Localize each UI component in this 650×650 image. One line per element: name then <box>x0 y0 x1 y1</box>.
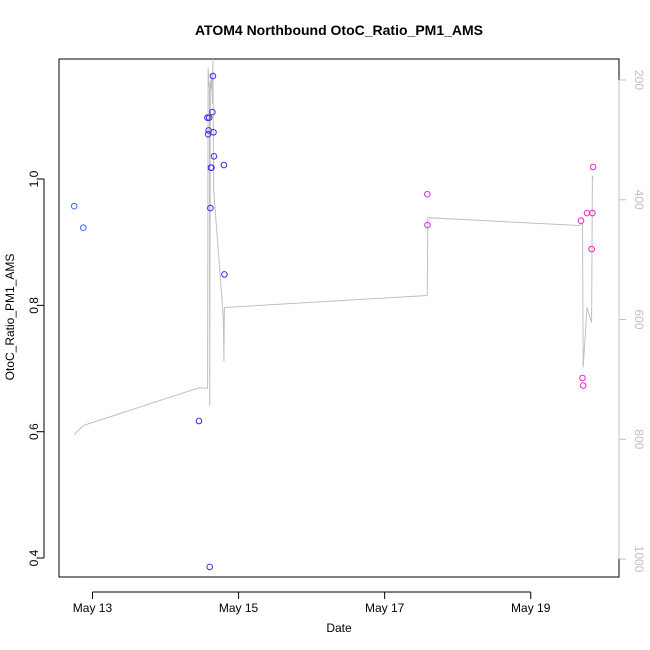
data-point <box>579 382 587 389</box>
data-point <box>205 114 213 121</box>
y-axis-label: OtoC_Ratio_PM1_AMS <box>3 254 17 381</box>
series-line <box>73 58 594 435</box>
y-tick-label: 0.4 <box>27 549 41 566</box>
x-axis-label: Date <box>326 621 352 635</box>
data-point <box>210 153 218 160</box>
data-point <box>589 209 596 217</box>
y-axis: 0.4 0.6 0.8 1.0 <box>27 170 45 566</box>
data-point <box>207 204 214 212</box>
data-point <box>583 209 591 217</box>
x-tick-label: May 15 <box>219 601 259 615</box>
data-point <box>209 72 217 80</box>
data-point <box>221 271 228 278</box>
data-point <box>589 163 597 171</box>
y-tick-label: 1.0 <box>27 170 41 187</box>
x-tick-label: May 19 <box>511 601 551 615</box>
data-point <box>195 417 203 425</box>
data-point <box>577 217 585 224</box>
y-tick-label: 0.8 <box>27 297 41 314</box>
data-point <box>588 245 595 253</box>
data-point <box>206 563 213 571</box>
data-point <box>210 129 217 136</box>
data-point <box>220 161 228 169</box>
data-point <box>70 202 78 210</box>
data-point <box>209 108 216 116</box>
y2-tick-label: 800 <box>632 429 646 449</box>
y2-tick-label: 400 <box>632 190 646 210</box>
y2-tick-label: 1000 <box>632 546 646 573</box>
data-point <box>424 190 431 198</box>
x-tick-label: May 17 <box>365 601 405 615</box>
data-point <box>208 164 215 171</box>
x-tick-label: May 13 <box>73 601 113 615</box>
y2-tick-label: 200 <box>632 70 646 90</box>
x-axis: May 13 May 15 May 17 May 19 <box>73 591 551 615</box>
data-point <box>579 374 586 382</box>
secondary-y-axis: 200 400 600 800 1000 <box>618 70 646 573</box>
y2-tick-label: 600 <box>632 309 646 329</box>
line-series <box>73 58 594 435</box>
plot-area-border <box>58 58 620 578</box>
data-point <box>424 221 431 229</box>
points-series <box>70 72 597 571</box>
data-point <box>80 224 87 231</box>
y-tick-label: 0.6 <box>27 423 41 440</box>
chart-title: ATOM4 Northbound OtoC_Ratio_PM1_AMS <box>195 22 483 38</box>
